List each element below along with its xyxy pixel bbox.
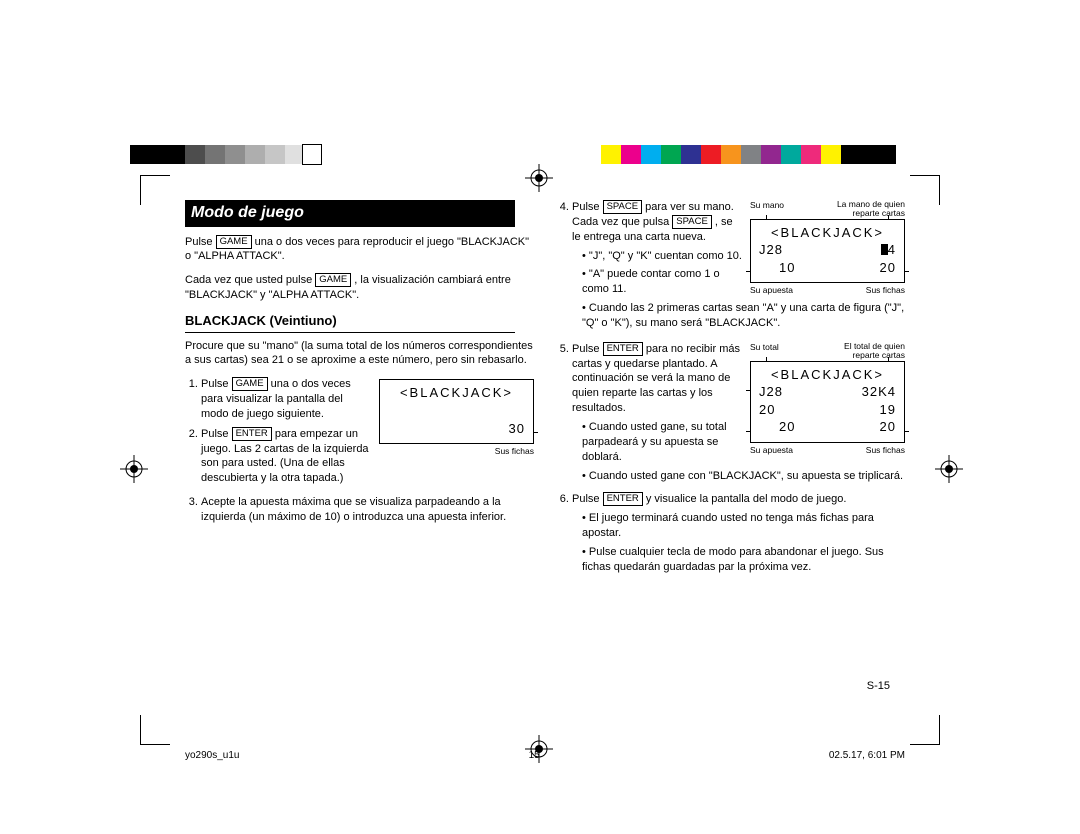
page-number: S-15 — [867, 680, 890, 692]
lcd-panel-3: Su total El total de quien reparte carta… — [750, 342, 905, 457]
intro-para-1: Pulse GAME una o dos veces para reproduc… — [185, 235, 534, 265]
crop-mark — [140, 175, 170, 205]
lcd3-cap-tr: El total de quien reparte cartas — [844, 342, 905, 360]
registration-mark-left — [120, 455, 148, 488]
section-title: Modo de juego — [185, 200, 515, 227]
intro-para-2: Cada vez que usted pulse GAME , la visua… — [185, 273, 534, 303]
right-column: Su mano La mano de quien reparte cartas … — [556, 200, 905, 580]
lcd1-title: <BLACKJACK> — [388, 384, 525, 402]
crop-mark — [910, 175, 940, 205]
subheading-blackjack: BLACKJACK (Veintiuno) — [185, 312, 515, 333]
left-column: Modo de juego Pulse GAME una o dos veces… — [185, 200, 534, 580]
registration-mark-right — [935, 455, 963, 488]
lcd2-cap-tl: Su mano — [750, 200, 784, 218]
lcd3-cap-tl: Su total — [750, 342, 779, 360]
key-game: GAME — [216, 235, 252, 249]
footer-timestamp: 02.5.17, 6:01 PM — [829, 750, 905, 761]
step-6: Pulse ENTER y visualice la pantalla del … — [572, 488, 905, 574]
footer: yo290s_u1u 15 02.5.17, 6:01 PM — [185, 750, 905, 761]
page-content: Modo de juego Pulse GAME una o dos veces… — [185, 200, 905, 580]
crop-mark — [140, 715, 170, 745]
step-3: Acepte la apuesta máxima que se visualiz… — [201, 491, 534, 525]
blackjack-intro: Procure que su "mano" (la suma total de … — [185, 339, 534, 369]
lcd2-cap-tr: La mano de quien reparte cartas — [837, 200, 905, 218]
registration-mark-top — [525, 164, 553, 197]
lcd1-caption: Sus fichas — [495, 446, 534, 457]
cursor-icon — [881, 244, 888, 255]
lcd1-chips: 30 — [509, 420, 525, 438]
lcd-panel-1: <BLACKJACK> 30 Sus fichas — [379, 379, 534, 458]
footer-filename: yo290s_u1u — [185, 750, 240, 761]
footer-page: 15 — [529, 750, 540, 761]
lcd-panel-2: Su mano La mano de quien reparte cartas … — [750, 200, 905, 297]
crop-mark — [910, 715, 940, 745]
key-game: GAME — [315, 273, 351, 287]
color-calibration-bar — [130, 145, 950, 164]
